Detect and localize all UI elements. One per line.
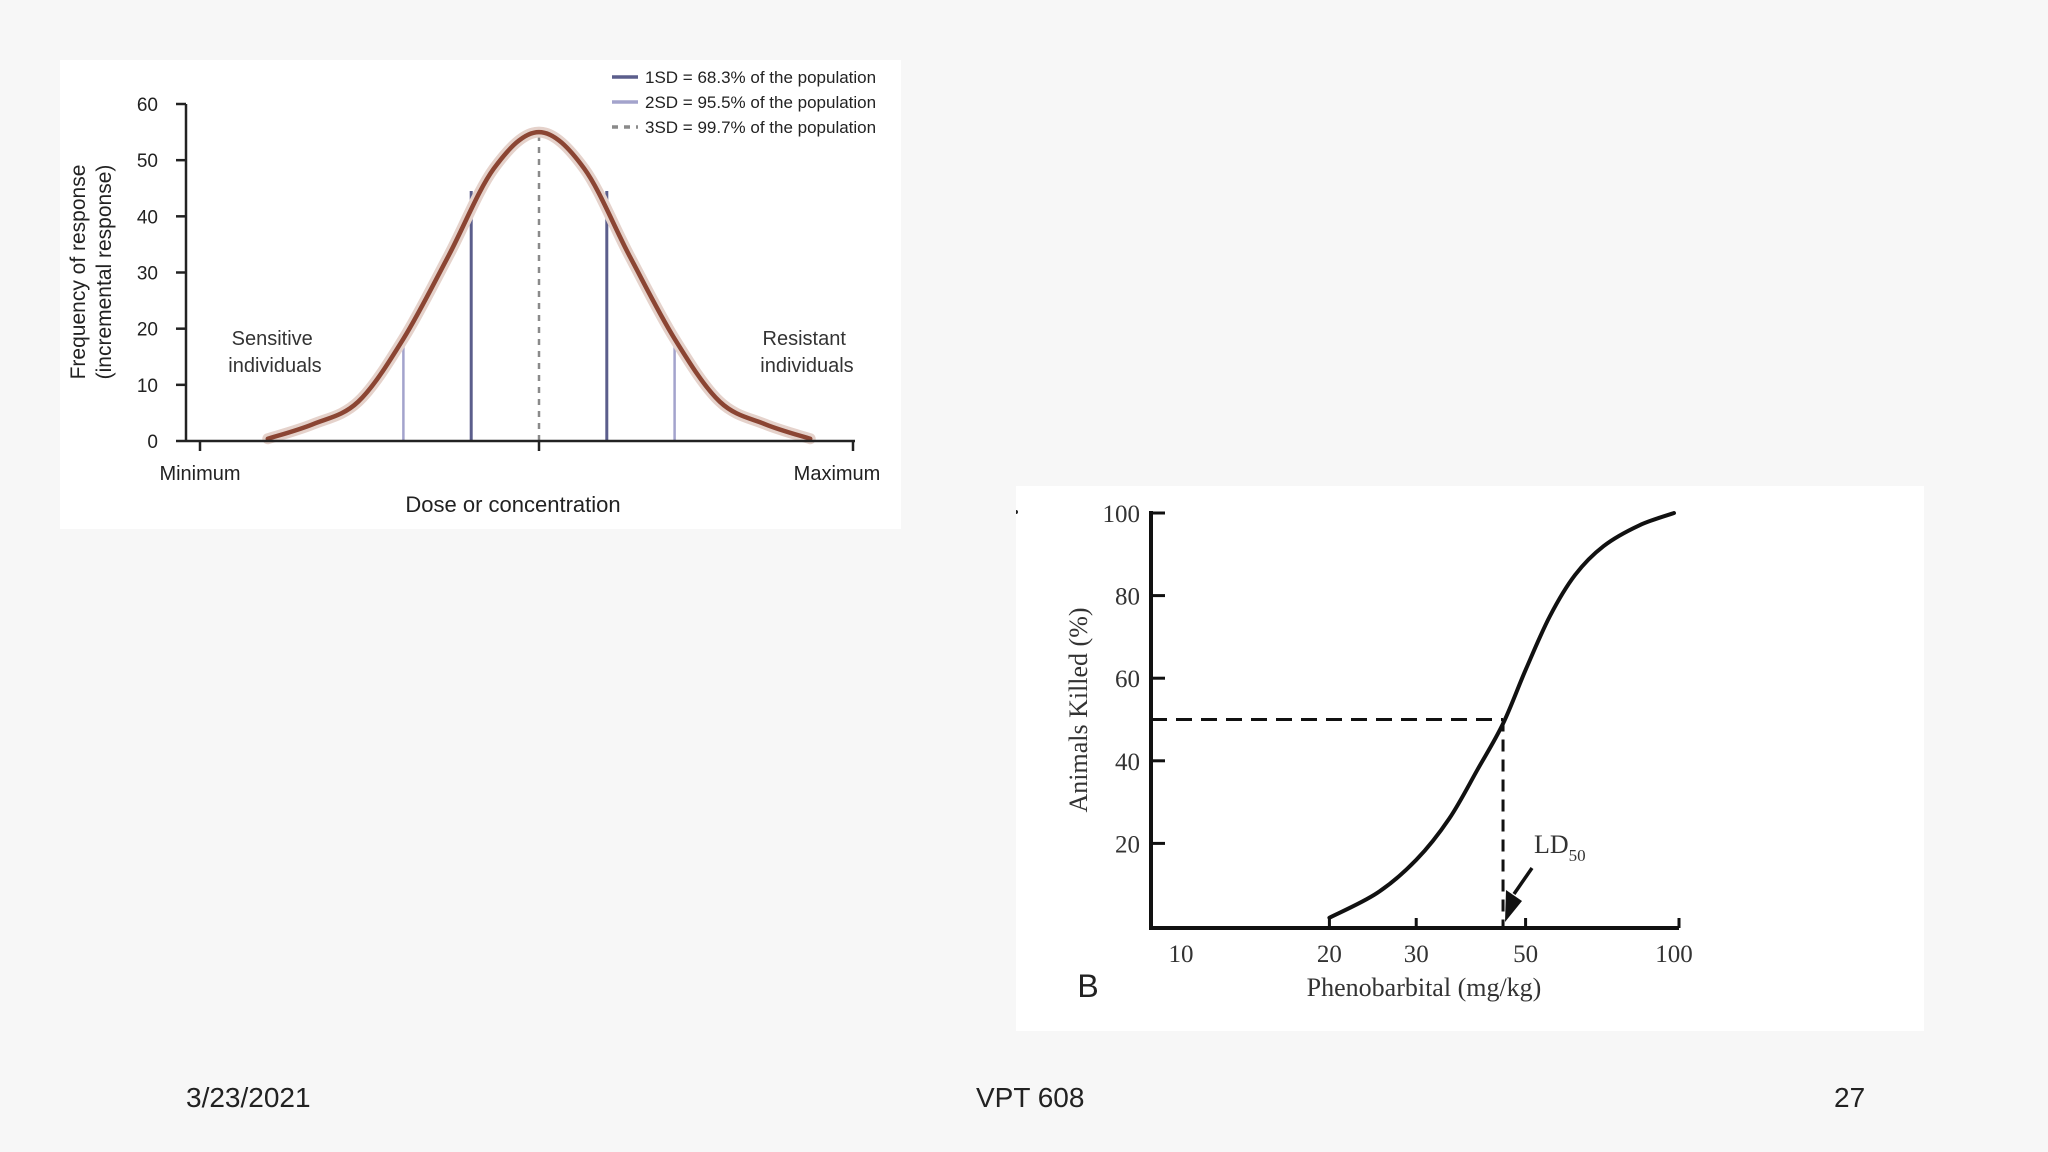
annotation-resistant-line1: Resistant: [763, 328, 847, 350]
ld50-chart: 20 40 60 80 100 10 20 30 50 100 Animals Killed (…: [1016, 501, 1693, 1004]
x-tick-label-100: 100: [1655, 941, 1693, 968]
footer-page-number: 27: [1834, 1082, 1866, 1113]
legend-label-1sd: 1SD = 68.3% of the population: [645, 68, 876, 87]
x-tick-label-30: 30: [1404, 941, 1429, 968]
population-distribution-figure: 0 10 20 30 40 50 60 1SD = 68.3% of the populat…: [60, 60, 901, 529]
x-tick-label-50: 50: [1513, 941, 1538, 968]
y-tick-label-60: 60: [137, 95, 158, 116]
legend-label-2sd: 2SD = 95.5% of the population: [645, 93, 876, 112]
y-tick-label-60: 60: [1115, 666, 1140, 693]
y-tick-label-50: 50: [137, 151, 158, 172]
legend-label-3sd: 3SD = 99.7% of the population: [645, 118, 876, 137]
x-tick-label-minimum: Minimum: [159, 463, 240, 485]
ld50-figure: 20 40 60 80 100 10 20 30 50 100 Animals Killed (…: [1016, 486, 1924, 1031]
y-tick-label-80: 80: [1115, 584, 1140, 611]
distribution-chart: 0 10 20 30 40 50 60 1SD = 68.3% of the populat…: [67, 68, 881, 517]
y-tick-label-30: 30: [137, 264, 158, 285]
dose-response-curve: [1327, 511, 1676, 920]
annotation-sensitive-line2: individuals: [228, 355, 321, 377]
ld50-arrow: [1505, 867, 1534, 922]
x-axis-label: Dose or concentration: [405, 492, 620, 517]
y-axis-label: Frequency of response: [67, 165, 90, 380]
y-tick-label-0: 0: [147, 432, 158, 453]
footer-date: 3/23/2021: [186, 1082, 311, 1113]
stray-dot: [1016, 510, 1018, 514]
annotation-resistant: Resistant individuals: [760, 328, 853, 377]
panel-label-b: B: [1077, 968, 1098, 1004]
footer-course: VPT 608: [976, 1082, 1085, 1113]
y-tick-label-40: 40: [1115, 749, 1140, 776]
annotation-resistant-line2: individuals: [760, 355, 853, 377]
y-tick-label-100: 100: [1103, 501, 1141, 528]
y-axis-sublabel: (incremental response): [93, 165, 116, 380]
annotation-sensitive: Sensitive individuals: [228, 328, 321, 377]
y-tick-label-40: 40: [137, 207, 158, 228]
distribution-curve: [265, 129, 813, 442]
x-tick-label-10: 10: [1169, 941, 1194, 968]
y-tick-label-20: 20: [1115, 831, 1140, 858]
ld50-label-sub: 50: [1569, 846, 1586, 865]
y-axis-label: Animals Killed (%): [1064, 607, 1093, 812]
x-tick-label-maximum: Maximum: [794, 463, 881, 485]
ld50-label: LD50: [1534, 830, 1586, 865]
y-tick-label-10: 10: [137, 376, 158, 397]
x-axis-label: Phenobarbital (mg/kg): [1307, 973, 1542, 1002]
y-tick-label-20: 20: [137, 320, 158, 341]
ld50-label-main: LD: [1534, 830, 1569, 859]
annotation-sensitive-line1: Sensitive: [232, 328, 313, 350]
x-tick-label-20: 20: [1317, 941, 1342, 968]
